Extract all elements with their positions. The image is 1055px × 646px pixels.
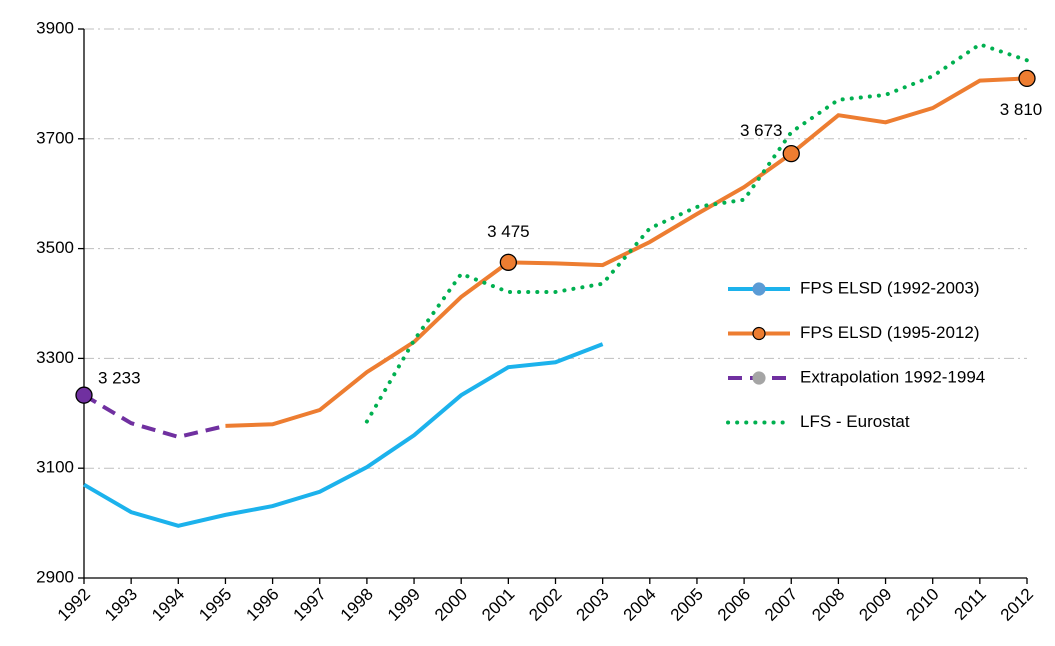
series-line xyxy=(364,42,1029,424)
x-tick-label: 1994 xyxy=(148,585,188,625)
x-tick-label: 2002 xyxy=(525,585,565,625)
x-tick-label: 1999 xyxy=(384,585,424,625)
series-line xyxy=(82,393,226,439)
x-tick-label: 1998 xyxy=(337,585,377,625)
x-tick-label: 2000 xyxy=(431,585,471,625)
x-tick-label: 1992 xyxy=(54,585,94,625)
legend-marker xyxy=(752,371,766,385)
x-tick-label: 2011 xyxy=(951,585,990,624)
data-label: 3 475 xyxy=(487,222,530,241)
x-tick-label: 2012 xyxy=(997,585,1037,625)
legend-label: Extrapolation 1992-1994 xyxy=(800,367,985,386)
x-tick-label: 1993 xyxy=(101,585,141,625)
x-tick-label: 2006 xyxy=(714,585,754,625)
data-marker xyxy=(499,253,518,271)
legend-label: FPS ELSD (1995-2012) xyxy=(800,323,980,342)
y-tick-label: 3500 xyxy=(36,238,74,257)
x-tick-label: 2003 xyxy=(572,585,612,625)
data-marker xyxy=(75,386,93,404)
data-label: 3 673 xyxy=(740,121,783,140)
legend-label: LFS - Eurostat xyxy=(800,412,910,431)
x-tick-label: 1995 xyxy=(195,585,235,625)
data-label: 3 810 xyxy=(1000,100,1043,119)
x-tick-label: 2008 xyxy=(808,585,848,625)
data-marker xyxy=(1018,69,1036,88)
data-marker xyxy=(782,144,800,163)
y-tick-label: 3100 xyxy=(36,458,74,477)
x-tick-label: 1996 xyxy=(242,585,282,625)
y-tick-label: 2900 xyxy=(36,567,74,586)
y-tick-label: 3900 xyxy=(36,18,74,37)
legend-marker xyxy=(752,282,766,296)
legend-marker xyxy=(752,326,766,341)
legend-label: FPS ELSD (1992-2003) xyxy=(800,278,980,297)
x-tick-label: 2005 xyxy=(667,585,707,625)
series-line xyxy=(225,76,1028,428)
x-tick-label: 2004 xyxy=(620,585,660,625)
x-tick-label: 2001 xyxy=(478,585,518,625)
series-line xyxy=(82,342,604,528)
y-tick-label: 3300 xyxy=(36,348,74,367)
x-tick-label: 2009 xyxy=(855,585,895,625)
y-tick-label: 3700 xyxy=(36,128,74,147)
x-tick-label: 2007 xyxy=(761,585,801,625)
x-tick-label: 1997 xyxy=(290,585,330,625)
data-label: 3 233 xyxy=(98,369,141,388)
x-tick-label: 2010 xyxy=(903,585,943,625)
